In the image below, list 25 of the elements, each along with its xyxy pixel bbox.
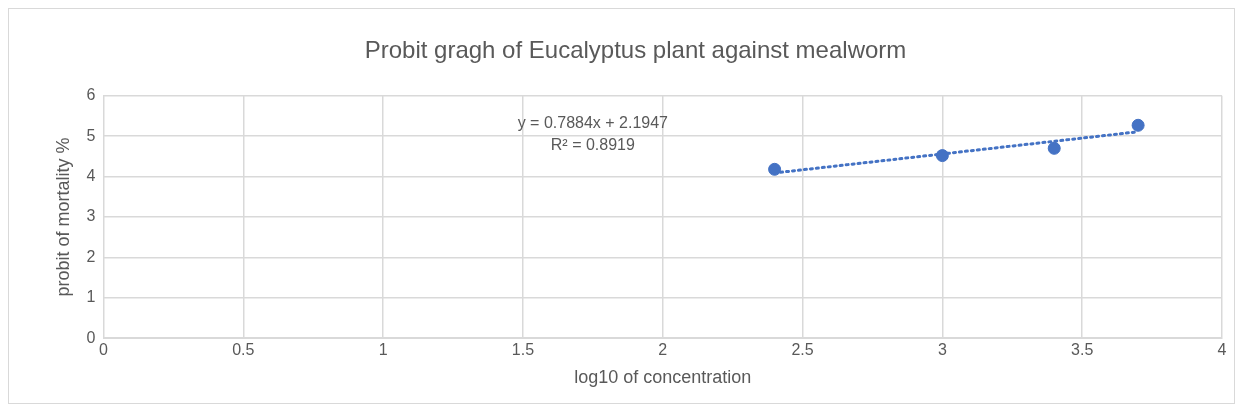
y-axis-title: probit of mortality % [52, 137, 73, 297]
x-tick-label: 0 [99, 341, 109, 359]
point [1131, 118, 1145, 132]
annotation: y = 0.7884x + 2.1947 [517, 114, 669, 132]
y-tick-label: 4 [86, 167, 96, 185]
x-tick-label: 1 [378, 341, 388, 359]
annotation: R² = 0.8919 [550, 136, 635, 154]
x-tick-label: 3.5 [1071, 341, 1094, 359]
y-tick-label: 2 [86, 247, 96, 265]
x-tick-label: 2 [658, 341, 668, 359]
x-tick-label: 0.5 [232, 341, 255, 359]
y-tick-label: 3 [86, 207, 96, 225]
y-tick-label: 6 [86, 86, 96, 104]
point [768, 162, 782, 176]
x-tick-label: 1.5 [511, 341, 535, 359]
x-tick-label: 3 [937, 341, 947, 359]
y-tick-label: 1 [86, 288, 96, 306]
point [1047, 141, 1061, 155]
y-tick-label: 0 [86, 328, 96, 346]
point [935, 149, 949, 163]
x-tick-label: 4 [1217, 341, 1227, 359]
x-tick-label: 2.5 [791, 341, 814, 359]
x-axis-title: log10 of concentration [574, 367, 752, 388]
y-tick-label: 5 [86, 126, 96, 144]
chart-title: Probit gragh of Eucalyptus plant against mealworm [364, 36, 907, 64]
